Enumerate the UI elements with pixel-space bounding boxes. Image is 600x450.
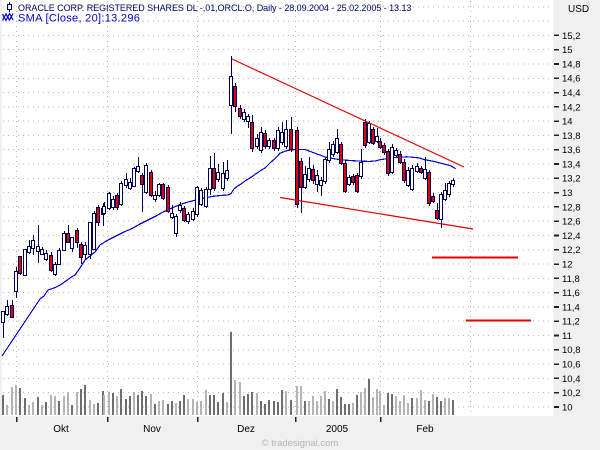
svg-text:10,2: 10,2 (562, 388, 581, 399)
svg-text:14,8: 14,8 (562, 59, 581, 70)
svg-text:10,6: 10,6 (562, 360, 581, 371)
svg-text:14,2: 14,2 (562, 102, 581, 113)
svg-text:12,2: 12,2 (562, 245, 581, 256)
svg-text:Dez: Dez (237, 424, 255, 435)
svg-text:14,4: 14,4 (562, 88, 581, 99)
svg-text:13: 13 (562, 188, 573, 199)
svg-text:USD: USD (568, 4, 589, 15)
svg-text:14,6: 14,6 (562, 74, 581, 85)
svg-text:12: 12 (562, 260, 573, 271)
svg-text:13,4: 13,4 (562, 159, 581, 170)
svg-text:13,2: 13,2 (562, 174, 581, 185)
svg-text:2005: 2005 (326, 424, 349, 435)
svg-text:12,4: 12,4 (562, 231, 581, 242)
svg-text:15,2: 15,2 (562, 31, 581, 42)
svg-text:© tradesignal.com: © tradesignal.com (262, 438, 339, 449)
svg-text:11,4: 11,4 (562, 302, 580, 313)
svg-text:13,6: 13,6 (562, 145, 581, 156)
svg-text:ORACLE CORP. REGISTERED SHARES: ORACLE CORP. REGISTERED SHARES DL -,01,O… (18, 3, 411, 13)
svg-text:10,4: 10,4 (562, 374, 581, 385)
svg-text:13,8: 13,8 (562, 131, 581, 142)
svg-text:11,8: 11,8 (562, 274, 580, 285)
svg-text:10: 10 (562, 402, 573, 413)
svg-text:11,6: 11,6 (562, 288, 580, 299)
svg-text:11: 11 (562, 331, 572, 342)
svg-text:Feb: Feb (416, 424, 434, 435)
svg-text:15: 15 (562, 45, 573, 56)
svg-text:11,2: 11,2 (562, 317, 580, 328)
svg-text:12,6: 12,6 (562, 217, 581, 228)
svg-text:10,8: 10,8 (562, 345, 581, 356)
svg-text:SMA [Close, 20]:13.296: SMA [Close, 20]:13.296 (18, 13, 140, 25)
svg-text:14: 14 (562, 117, 573, 128)
svg-text:Nov: Nov (143, 424, 161, 435)
svg-text:Okt: Okt (53, 424, 69, 435)
svg-text:12,8: 12,8 (562, 202, 581, 213)
